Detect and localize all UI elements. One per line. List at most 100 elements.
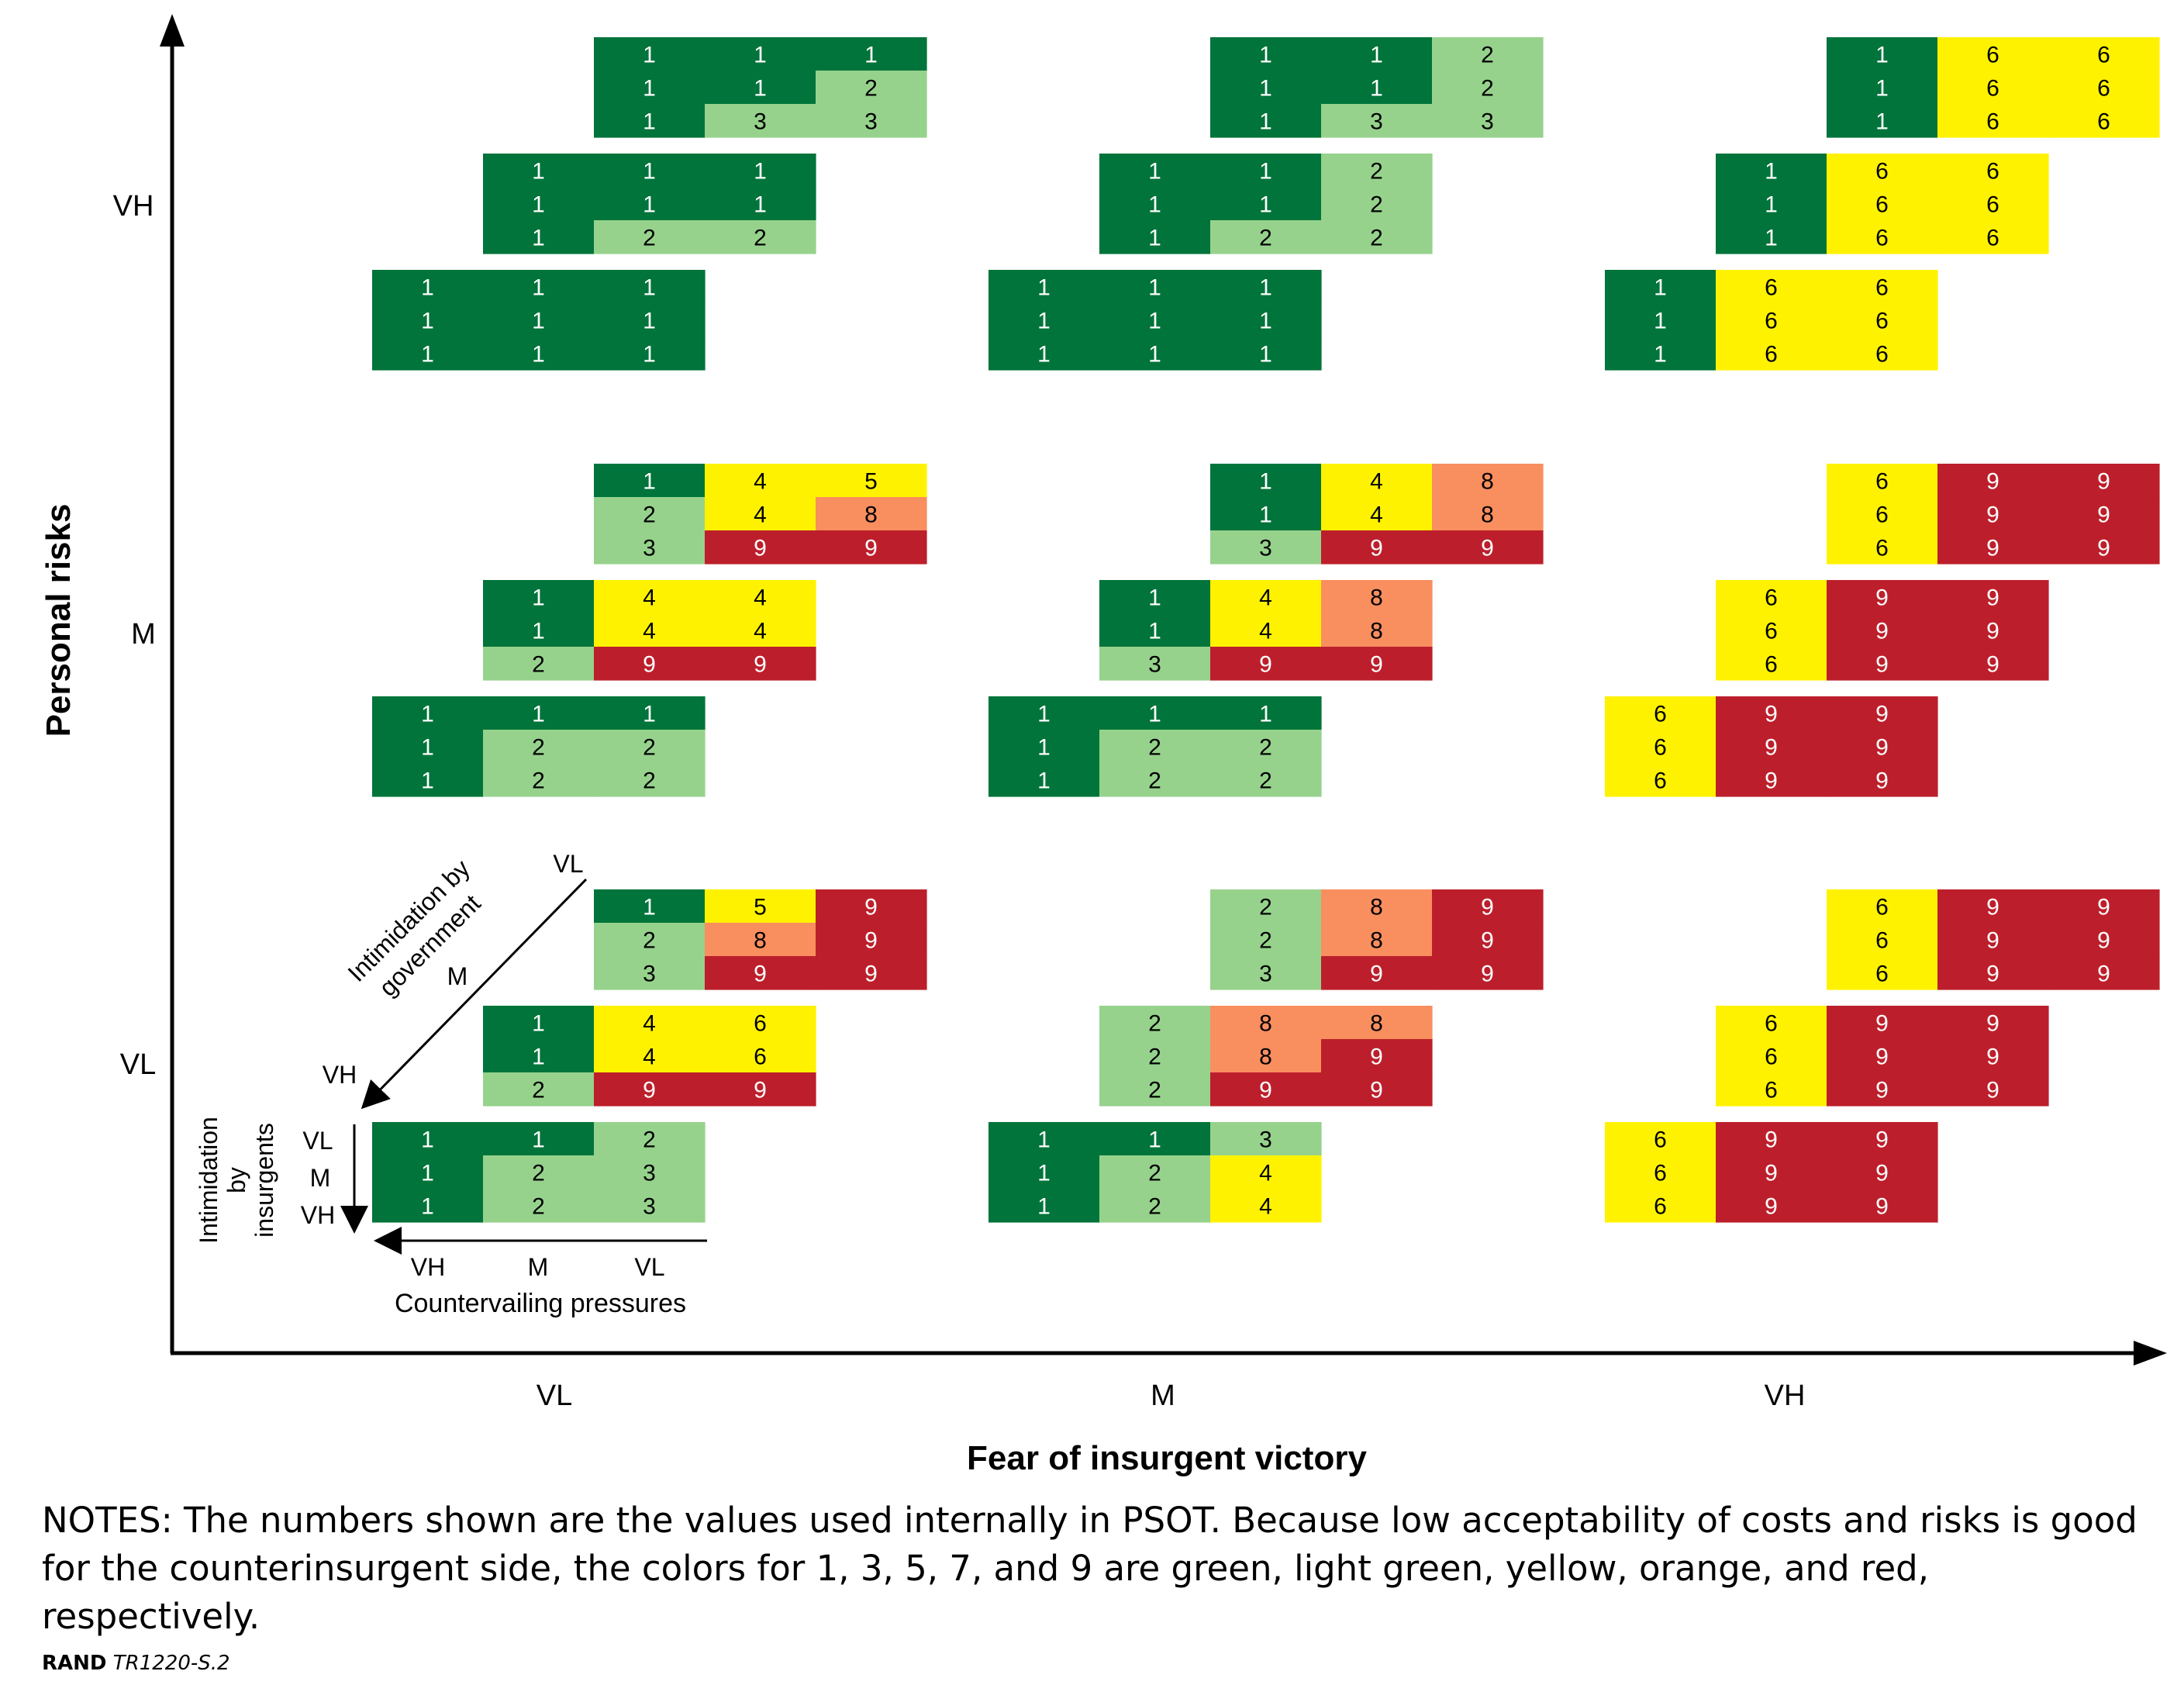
cell — [594, 1122, 706, 1156]
cell — [1716, 1155, 1827, 1190]
cell — [1937, 613, 2049, 647]
cell — [1605, 303, 1716, 337]
cell — [1099, 1006, 1211, 1040]
cell — [1827, 37, 1938, 71]
cell-value: 1 — [1259, 469, 1272, 495]
cell — [1210, 613, 1322, 647]
cell — [988, 1155, 1100, 1190]
cell-value: 3 — [1370, 109, 1383, 135]
cell-value: 1 — [754, 192, 767, 218]
cell-value: 1 — [1037, 702, 1051, 727]
gov-tick-vl: VL — [553, 850, 583, 878]
cell-value: 1 — [1037, 768, 1051, 794]
cell-value: 1 — [421, 309, 434, 334]
cell-value: 9 — [1765, 1127, 1778, 1153]
cell — [372, 730, 484, 764]
cell — [1210, 71, 1322, 105]
insurgent-label-line2: by — [223, 1167, 250, 1193]
cell-value: 1 — [1259, 76, 1272, 102]
cell — [1099, 730, 1211, 764]
cell — [816, 923, 927, 957]
cell — [1937, 956, 2049, 990]
cell — [1210, 104, 1322, 138]
cell — [2048, 464, 2160, 498]
cell-value: 9 — [1986, 619, 1999, 644]
cell — [1605, 337, 1716, 371]
cell — [594, 613, 706, 647]
cell — [483, 1039, 595, 1073]
cell-value: 6 — [1875, 962, 1889, 987]
cell-value: 2 — [643, 928, 656, 954]
cell-value: 1 — [1148, 702, 1161, 727]
cell-value: 6 — [754, 1011, 767, 1037]
cell-value: 2 — [532, 652, 545, 678]
cell-value: 1 — [1259, 275, 1272, 301]
cell-value: 2 — [1259, 226, 1272, 251]
cell — [594, 187, 706, 221]
cell-value: 6 — [1875, 159, 1889, 185]
cell — [705, 104, 816, 138]
cell — [1099, 647, 1211, 681]
cell-value: 9 — [1481, 895, 1494, 920]
cell — [1937, 889, 2049, 924]
cell — [1432, 37, 1544, 71]
cell-value: 1 — [532, 619, 545, 644]
cell — [1321, 956, 1433, 990]
cell-value: 8 — [1481, 469, 1494, 495]
cell — [1605, 763, 1716, 797]
cell — [1827, 763, 1938, 797]
cell — [1321, 71, 1433, 105]
cell — [705, 647, 816, 681]
cell — [988, 270, 1100, 304]
cell-value: 2 — [643, 735, 656, 761]
cell — [594, 464, 706, 498]
cell — [1937, 647, 2049, 681]
cell-value: 6 — [1986, 109, 1999, 135]
cell — [1210, 464, 1322, 498]
cell-value: 8 — [1370, 585, 1383, 611]
y-tick-vl: VL — [120, 1048, 156, 1081]
cell-value: 8 — [1370, 1011, 1383, 1037]
cell-value: 4 — [754, 585, 767, 611]
cell-value: 2 — [1148, 768, 1161, 794]
cell-blocks: 1 1 1 1 1 2 1 3 3 1 1 1 1 1 1 1 2 2 1 1 1 1 1 1 1 1 1 1 1 2 1 1 2 1 3 3 1 1 2 1… — [372, 37, 2160, 1223]
cell-value: 1 — [532, 342, 545, 368]
cell — [1321, 154, 1433, 188]
cell-value: 3 — [1481, 109, 1494, 135]
cell — [1099, 1039, 1211, 1073]
cell — [988, 730, 1100, 764]
y-tick-m: M — [131, 618, 156, 651]
cell-value: 6 — [1986, 76, 1999, 102]
cell — [1716, 647, 1827, 681]
cell — [1099, 303, 1211, 337]
cell — [816, 497, 927, 531]
cell-value: 8 — [864, 502, 878, 528]
cell — [594, 647, 706, 681]
cell — [705, 613, 816, 647]
cell — [1099, 220, 1211, 254]
cell — [372, 696, 484, 730]
cell — [594, 37, 706, 71]
cell-value: 9 — [1986, 585, 1999, 611]
cell-value: 1 — [643, 275, 656, 301]
x-axis-label: Fear of insurgent victory — [967, 1439, 1367, 1477]
cell — [2048, 104, 2160, 138]
cell-value: 2 — [1259, 768, 1272, 794]
y-tick-vh: VH — [113, 190, 154, 223]
cell — [1099, 1189, 1211, 1223]
cell — [1210, 763, 1322, 797]
cell — [2048, 71, 2160, 105]
cell-value: 6 — [1875, 275, 1889, 301]
cell — [705, 530, 816, 565]
cell — [1605, 1122, 1716, 1156]
cell — [1937, 187, 2049, 221]
cell-value: 1 — [1148, 1127, 1161, 1153]
cell — [1937, 497, 2049, 531]
cell-value: 3 — [643, 1194, 656, 1220]
cell-value: 6 — [1875, 469, 1889, 495]
cell — [1210, 696, 1322, 730]
cell-value: 9 — [1875, 585, 1889, 611]
cell-value: 1 — [643, 702, 656, 727]
cell-value: 9 — [1875, 702, 1889, 727]
cell-value: 9 — [1875, 1194, 1889, 1220]
